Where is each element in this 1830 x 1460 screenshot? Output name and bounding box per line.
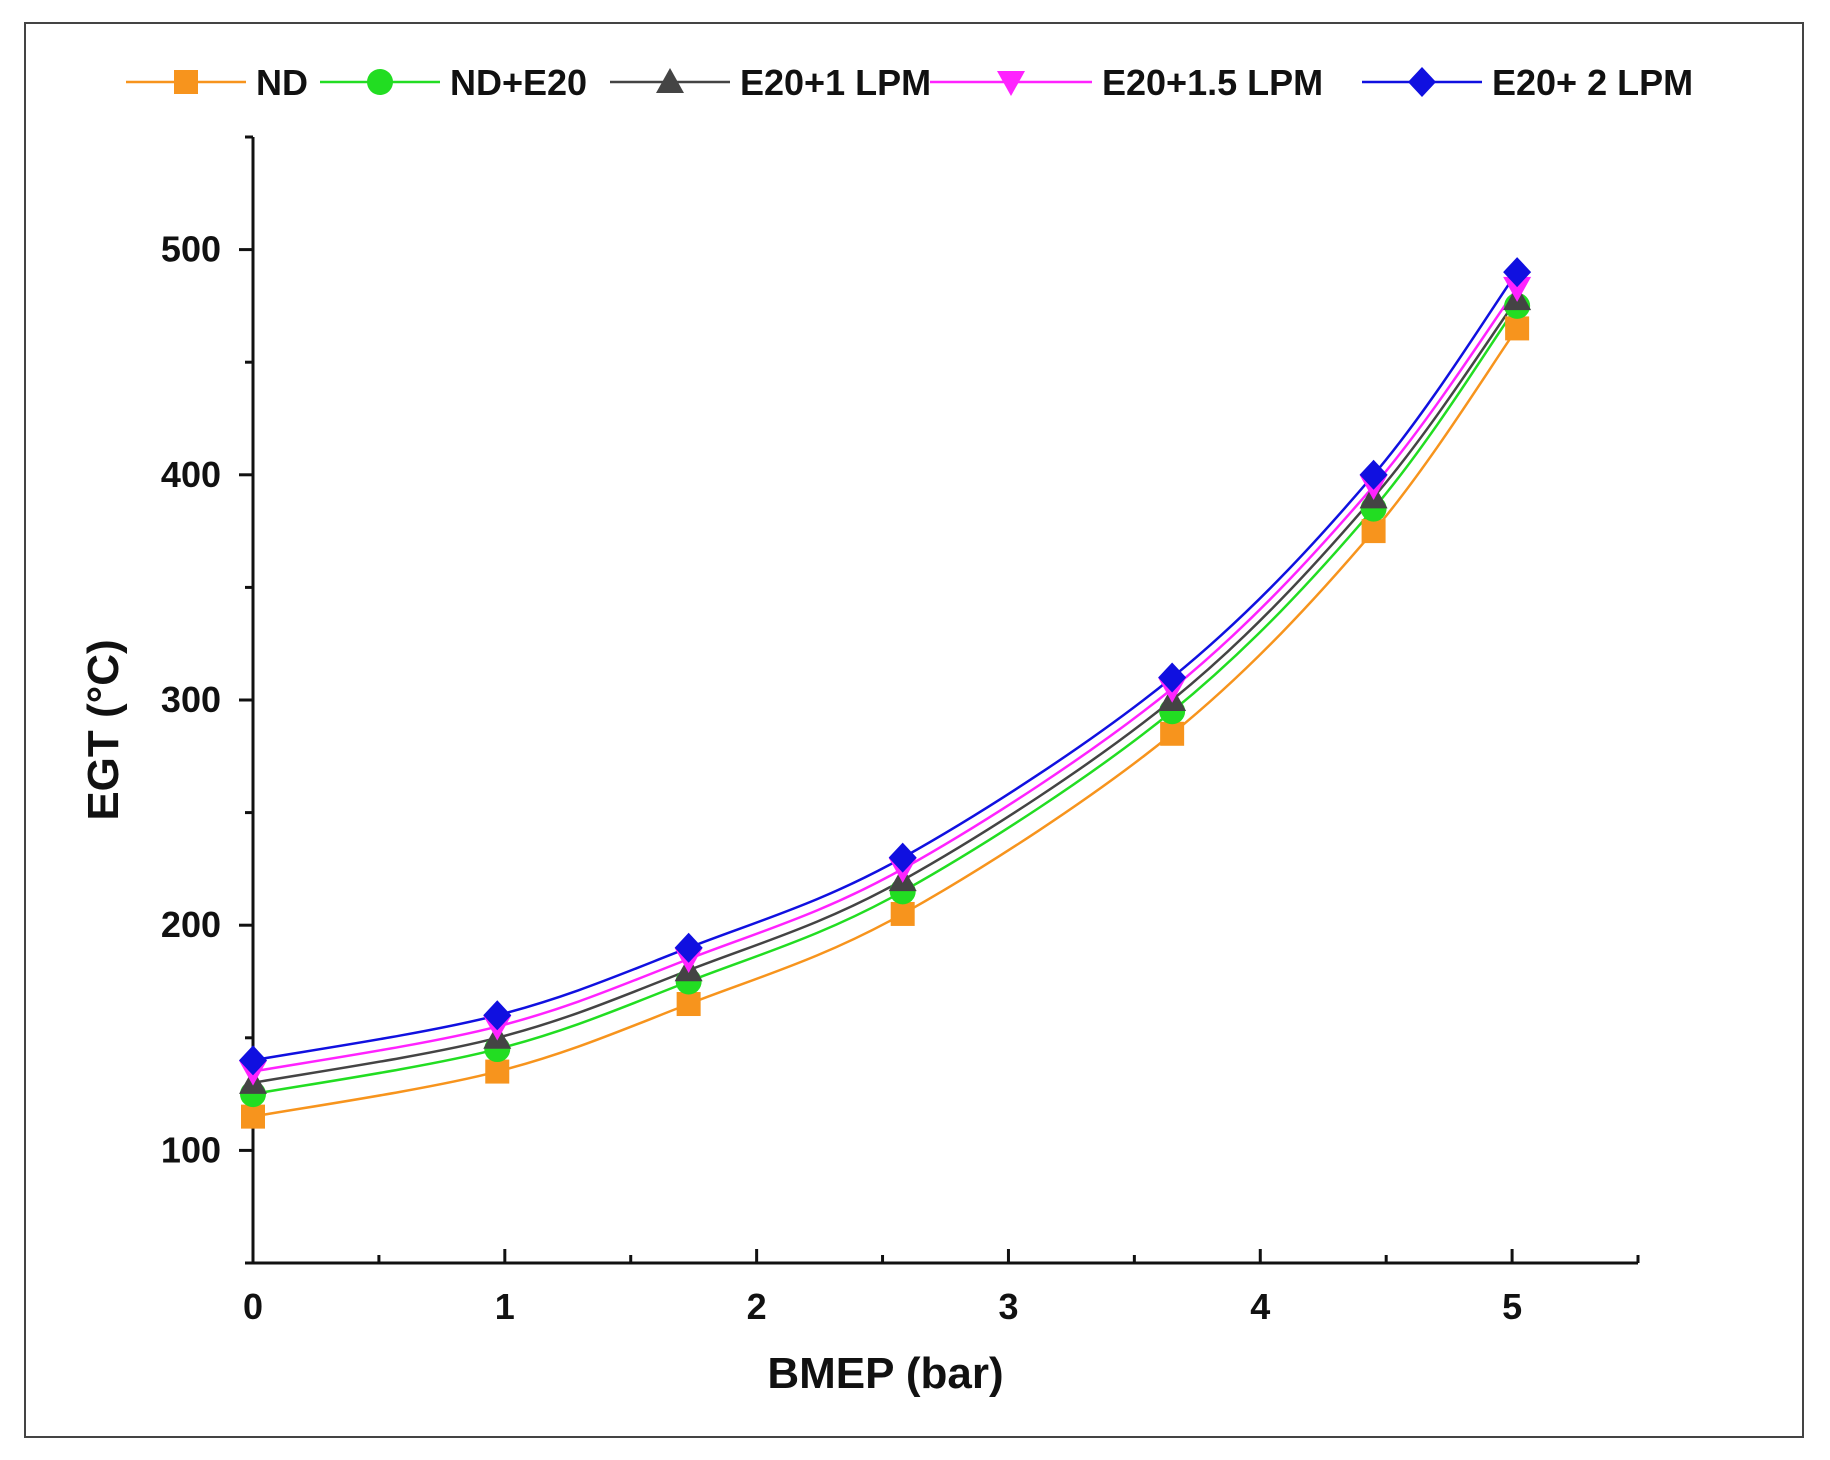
data-point-3-6 [1503,276,1532,302]
chart-frame [24,22,1804,1438]
legend-label-4: E20+ 2 LPM [1492,62,1693,103]
x-tick-label: 1 [495,1286,515,1327]
data-point-0-1 [485,1059,510,1084]
legend-marker-1 [367,69,393,95]
series-line-3 [252,287,1519,1073]
y-tick-label: 400 [161,454,221,495]
legend-marker-2 [656,68,684,93]
legend-marker-4 [1408,67,1436,97]
legend-marker-3 [997,71,1025,96]
legend-label-3: E20+1.5 LPM [1102,62,1323,103]
y-tick-label: 100 [161,1129,221,1170]
data-point-0-5 [1361,519,1386,544]
series-line-4 [252,271,1519,1062]
x-tick-label: 0 [243,1286,263,1327]
y-axis-title: EGT (°C) [79,639,128,820]
x-axis-title: BMEP (bar) [767,1349,1003,1398]
data-point-0-2 [676,992,701,1017]
x-tick-label: 3 [998,1286,1018,1327]
legend-label-1: ND+E20 [450,62,587,103]
series-lines [252,271,1519,1118]
legend-marker-0 [174,70,198,94]
x-tick-label: 5 [1502,1286,1522,1327]
axes: 0 1 2 3 4 5 100 200 300 400 500 [161,135,1640,1327]
series-line-1 [252,305,1519,1096]
data-point-4-3 [888,842,917,873]
data-point-0-4 [1160,721,1185,746]
legend: ND ND+E20 E20+1 LPM E20+1.5 LPM E20+ 2 LPM [126,62,1693,103]
data-point-0-6 [1505,316,1530,341]
series-markers [239,257,1532,1129]
data-point-4-5 [1359,459,1388,490]
legend-label-2: E20+1 LPM [740,62,931,103]
data-point-4-6 [1503,257,1532,288]
series-line-0 [252,327,1519,1118]
legend-label-0: ND [256,62,308,103]
series-line-2 [252,298,1519,1085]
data-point-0-0 [241,1104,265,1129]
data-point-4-2 [674,932,703,963]
y-tick-label: 200 [161,904,221,945]
data-point-4-4 [1158,662,1187,693]
y-tick-label: 500 [161,229,221,270]
data-point-4-1 [483,1000,512,1031]
data-point-4-0 [239,1045,267,1076]
data-point-0-3 [890,901,915,926]
x-tick-label: 4 [1250,1286,1270,1327]
y-tick-label: 300 [161,679,221,720]
x-tick-label: 2 [747,1286,767,1327]
